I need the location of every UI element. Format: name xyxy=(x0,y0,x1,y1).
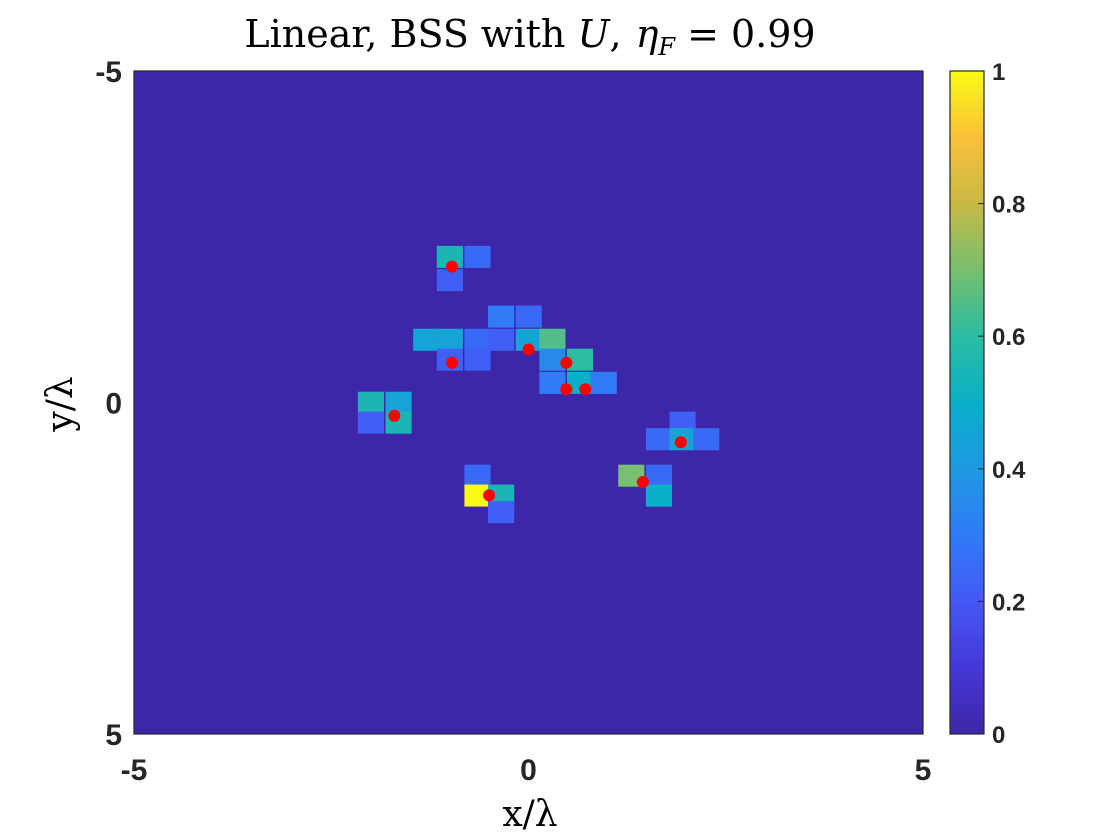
source-point-marker xyxy=(483,489,496,502)
y-tick-label: -5 xyxy=(95,56,122,89)
colorbar-tick-label: 0.2 xyxy=(992,589,1025,616)
heatmap-cell xyxy=(385,391,412,414)
heatmap-cell xyxy=(515,328,542,351)
colorbar-tick-label: 0.4 xyxy=(992,457,1026,484)
source-point-marker xyxy=(388,409,401,422)
heatmap-cell xyxy=(436,269,463,292)
heatmap-background xyxy=(134,71,923,734)
y-tick-label: 0 xyxy=(105,388,122,421)
x-tick-label: 0 xyxy=(520,754,537,787)
heatmap-cell xyxy=(357,391,385,414)
heatmap-cell xyxy=(488,328,515,351)
colorbar-tick-label: 1 xyxy=(992,59,1005,86)
y-axis-label: y/λ xyxy=(40,376,81,432)
plot-frame xyxy=(133,70,924,735)
source-point-marker xyxy=(636,476,649,489)
chart-title: Linear, BSS with U, ηF = 0.99 xyxy=(244,12,815,61)
heatmap-cell xyxy=(436,245,463,268)
x-axis-ticks: -5 0 5 xyxy=(121,754,932,787)
heatmap-cell xyxy=(436,328,463,351)
colorbar-gradient xyxy=(949,70,985,735)
heatmap-cell xyxy=(464,328,491,351)
heatmap-cell xyxy=(669,411,696,434)
heatmap-cell xyxy=(488,501,515,524)
source-point-marker xyxy=(522,343,535,356)
heatmap-cell xyxy=(464,348,491,371)
source-point-marker xyxy=(445,260,458,273)
heatmap-cell xyxy=(693,428,720,451)
heatmap-cell xyxy=(464,464,491,487)
heatmap-cell xyxy=(464,245,491,268)
source-point-marker xyxy=(560,383,573,396)
heatmap-cell xyxy=(566,348,594,371)
colorbar-tick-label: 0 xyxy=(992,722,1005,749)
source-point-marker xyxy=(579,383,592,396)
heatmap-cell xyxy=(488,484,515,507)
heatmap-cell xyxy=(645,464,673,487)
source-points xyxy=(388,260,687,502)
source-point-marker xyxy=(445,356,458,369)
heatmap-cell xyxy=(357,411,385,434)
x-tick-label: -5 xyxy=(121,754,148,787)
heatmap-cell xyxy=(539,371,566,394)
heatmap-cell xyxy=(539,328,566,351)
heatmap-cell xyxy=(464,484,491,507)
heatmap-cell xyxy=(645,484,673,507)
colorbar-tick-label: 0.8 xyxy=(992,192,1025,219)
heatmap-cell xyxy=(413,328,440,351)
source-point-marker xyxy=(560,356,573,369)
heatmap-cell xyxy=(590,371,617,394)
colorbar: 0 0.2 0.4 0.6 0.8 1 xyxy=(949,59,1026,749)
heatmap-cell xyxy=(488,305,515,328)
source-point-marker xyxy=(674,436,687,449)
heatmap-cell xyxy=(515,305,542,328)
y-axis-ticks: -5 0 5 xyxy=(95,56,122,752)
colorbar-ticks: 0 0.2 0.4 0.6 0.8 1 xyxy=(978,59,1026,749)
plot-area xyxy=(133,70,924,735)
heatmap-cell xyxy=(645,428,673,451)
colorbar-tick-label: 0.6 xyxy=(992,324,1025,351)
y-tick-label: 5 xyxy=(105,719,122,752)
heatmap-cell xyxy=(539,348,566,371)
x-tick-label: 5 xyxy=(915,754,932,787)
x-axis-label: x/λ xyxy=(502,794,557,835)
